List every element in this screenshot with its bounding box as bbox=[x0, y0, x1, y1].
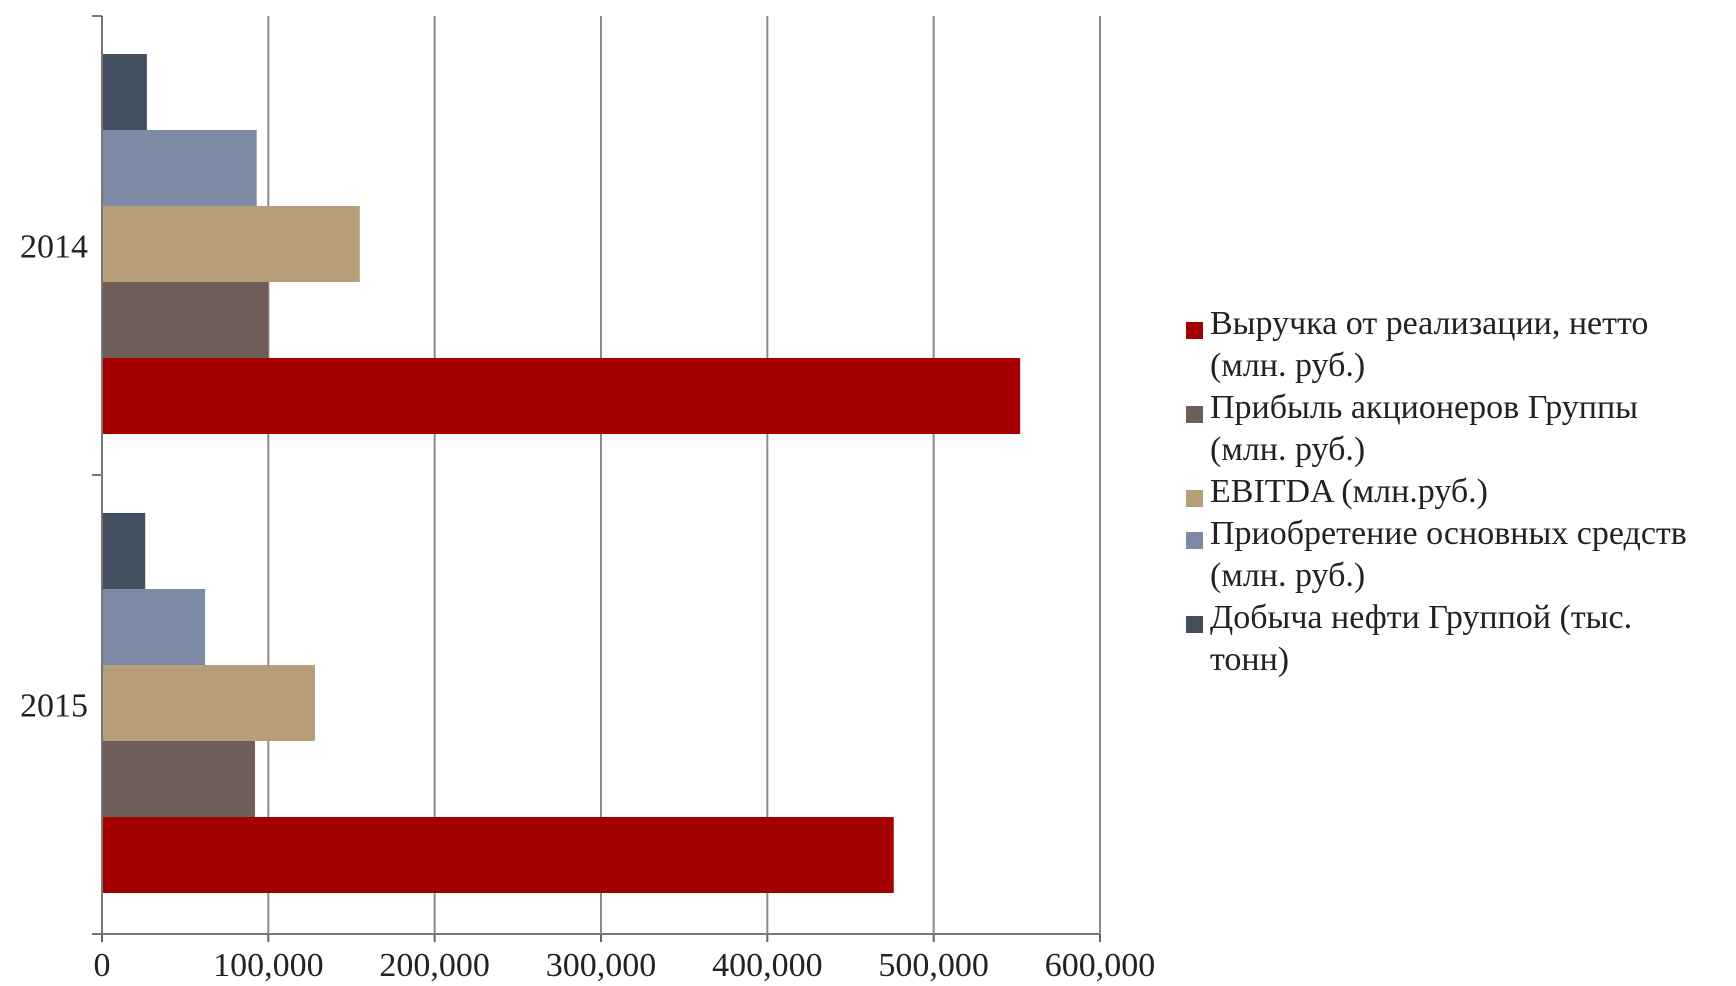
legend-label-line: EBITDA (млн.руб.) bbox=[1210, 473, 1488, 510]
legend-swatch bbox=[1186, 406, 1203, 423]
legend-swatch bbox=[1186, 616, 1203, 633]
legend-label-line: Прибыль акционеров Группы bbox=[1210, 389, 1638, 426]
legend-swatch bbox=[1186, 322, 1203, 339]
legend-label-line: Добыча нефти Группой (тыс. bbox=[1210, 599, 1632, 636]
bar bbox=[102, 817, 894, 893]
bar bbox=[102, 54, 147, 130]
legend-label-line: (млн. руб.) bbox=[1210, 431, 1365, 468]
legend-label-line: (млн. руб.) bbox=[1210, 557, 1365, 594]
legend-swatch bbox=[1186, 532, 1203, 549]
y-category-label: 2014 bbox=[20, 229, 88, 266]
bar bbox=[102, 358, 1021, 434]
bar bbox=[102, 741, 256, 817]
x-tick-label: 300,000 bbox=[546, 947, 657, 984]
legend-label: Приобретение основных средств (млн. руб.) bbox=[1210, 515, 1687, 594]
x-tick-label: 100,000 bbox=[213, 947, 324, 984]
legend-label: Добыча нефти Группой (тыс. тонн) bbox=[1210, 599, 1632, 678]
bar bbox=[102, 665, 315, 741]
bar bbox=[102, 589, 206, 665]
legend-label: EBITDA (млн.руб.) bbox=[1210, 473, 1488, 510]
legend-label-line: Приобретение основных средств bbox=[1210, 515, 1687, 552]
gridlines bbox=[267, 16, 1101, 934]
legend-label-line: тонн) bbox=[1210, 641, 1289, 678]
y-category-label: 2015 bbox=[20, 688, 88, 725]
bar bbox=[102, 513, 146, 589]
bar bbox=[102, 206, 360, 282]
bar bbox=[102, 130, 257, 206]
x-tick-label: 200,000 bbox=[379, 947, 490, 984]
bar bbox=[102, 282, 269, 358]
legend: Выручка от реализации, нетто (млн. руб.)П… bbox=[1186, 305, 1687, 678]
legend-swatch bbox=[1186, 490, 1203, 507]
axes: 0 100,000 200,000 300,000 400,000 500,000 600,… bbox=[20, 15, 1156, 984]
x-tick-label: 0 bbox=[94, 947, 111, 984]
bars bbox=[102, 54, 1021, 893]
x-tick-label: 400,000 bbox=[712, 947, 823, 984]
legend-label: Выручка от реализации, нетто (млн. руб.) bbox=[1210, 305, 1648, 384]
x-tick-label: 500,000 bbox=[878, 947, 989, 984]
legend-label-line: Выручка от реализации, нетто bbox=[1210, 305, 1648, 342]
legend-label: Прибыль акционеров Группы (млн. руб.) bbox=[1210, 389, 1638, 468]
legend-label-line: (млн. руб.) bbox=[1210, 347, 1365, 384]
x-tick-label: 600,000 bbox=[1045, 947, 1156, 984]
